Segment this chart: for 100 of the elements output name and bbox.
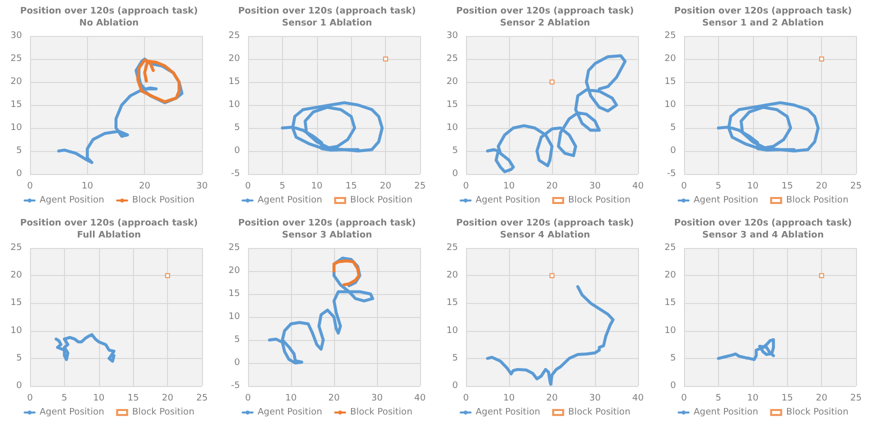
x-tick-label: 10	[93, 394, 105, 404]
x-tick-label: 5	[62, 394, 68, 404]
line-series	[716, 338, 775, 362]
y-tick-label: 30	[446, 31, 458, 41]
y-tick-label: 10	[446, 326, 458, 336]
y-tick-label: 0	[452, 381, 458, 391]
x-tick-label: 20	[328, 394, 340, 404]
y-tick-label: 5	[16, 146, 22, 156]
legend-label: Block Position	[350, 408, 412, 418]
y-tick-label: -5	[231, 381, 240, 391]
y-tick-label: 25	[664, 243, 676, 253]
y-tick-label: 15	[10, 298, 22, 308]
y-tick-label: 5	[452, 146, 458, 156]
y-tick-label: 15	[664, 77, 676, 87]
x-tick-label: 40	[632, 394, 644, 404]
line-series	[54, 333, 116, 363]
y-tick-label: 15	[664, 298, 676, 308]
chart-title: Position over 120s (approach task)	[456, 6, 634, 16]
y-tick-label: 25	[446, 54, 458, 64]
legend-label: Agent Position	[476, 196, 540, 206]
y-tick-label: 30	[10, 31, 22, 41]
legend-label: Agent Position	[694, 196, 758, 206]
x-tick-label: 30	[589, 182, 601, 192]
x-tick-label: 10	[747, 182, 759, 192]
y-tick-label: 15	[228, 77, 240, 87]
legend-label: Block Position	[786, 196, 848, 206]
legend-label: Block Position	[568, 408, 630, 418]
legend-label: Block Position	[786, 408, 848, 418]
line-series	[280, 101, 384, 152]
x-tick-label: 20	[138, 182, 151, 192]
y-tick-label: 20	[228, 266, 240, 276]
legend-label: Block Position	[350, 196, 412, 206]
x-tick-label: 0	[245, 394, 252, 404]
y-tick-label: 0	[16, 169, 22, 179]
legend-label: Agent Position	[40, 408, 104, 418]
x-tick-label: 0	[463, 182, 470, 192]
y-tick-label: 0	[670, 381, 676, 391]
x-tick-label: 10	[503, 394, 515, 404]
line-series	[332, 259, 360, 286]
line-series	[136, 58, 181, 104]
y-tick-label: 20	[664, 54, 676, 64]
chart-title: Position over 120s (approach task)	[238, 218, 416, 228]
chart-subtitle: Sensor 4 Ablation	[500, 230, 590, 240]
x-tick-label: 0	[245, 182, 252, 192]
line-series	[268, 256, 374, 364]
chart-subtitle: No Ablation	[79, 18, 139, 28]
x-tick-label: 10	[503, 182, 515, 192]
chart-subtitle: Sensor 1 Ablation	[282, 18, 372, 28]
y-tick-label: 10	[446, 123, 458, 133]
x-tick-label: 25	[414, 182, 426, 192]
chart-subtitle: Full Ablation	[77, 230, 141, 240]
y-tick-label: 15	[228, 289, 240, 299]
y-tick-label: 15	[446, 298, 458, 308]
legend-label: Block Position	[132, 196, 194, 206]
x-tick-label: 20	[162, 394, 174, 404]
chart-title: Position over 120s (approach task)	[20, 218, 198, 228]
x-tick-label: 0	[681, 394, 688, 404]
x-tick-label: 10	[82, 182, 94, 192]
x-tick-label: 40	[632, 182, 644, 192]
line-series	[486, 54, 627, 174]
y-tick-label: 15	[10, 100, 22, 110]
y-tick-label: 5	[16, 353, 22, 364]
x-tick-label: 10	[747, 394, 759, 404]
y-tick-label: 20	[10, 77, 22, 87]
y-tick-label: 10	[10, 123, 22, 133]
y-tick-label: 20	[446, 270, 458, 281]
x-tick-label: 0	[463, 394, 470, 404]
x-tick-label: 15	[781, 394, 793, 404]
legend-label: Block Position	[568, 196, 630, 206]
x-tick-label: 20	[816, 394, 828, 404]
y-tick-label: 20	[10, 270, 22, 281]
legend-label: Agent Position	[258, 196, 322, 206]
chart-subtitle: Sensor 2 Ablation	[500, 18, 590, 28]
chart-title: Position over 120s (approach task)	[674, 218, 852, 228]
x-tick-label: 10	[311, 182, 323, 192]
x-tick-label: 0	[27, 394, 34, 404]
y-tick-label: 5	[234, 123, 240, 133]
x-tick-label: 15	[345, 182, 357, 192]
legend-label: Agent Position	[476, 408, 540, 418]
y-tick-label: -5	[667, 169, 676, 179]
x-tick-label: 20	[816, 182, 828, 192]
y-tick-label: 20	[446, 77, 458, 87]
y-tick-label: 5	[670, 123, 676, 133]
x-tick-label: 15	[781, 182, 793, 192]
x-tick-label: 20	[546, 182, 558, 192]
y-tick-label: 20	[228, 54, 240, 64]
x-tick-label: 30	[589, 394, 601, 404]
y-tick-label: 0	[234, 358, 240, 368]
y-tick-label: 25	[10, 243, 22, 253]
chart-subtitle: Sensor 1 and 2 Ablation	[702, 18, 824, 28]
x-tick-label: 20	[380, 182, 392, 192]
y-tick-label: 10	[664, 326, 676, 336]
y-tick-label: 25	[10, 54, 22, 64]
x-tick-label: 30	[196, 182, 208, 192]
y-tick-label: -5	[231, 169, 240, 179]
x-tick-label: 25	[196, 394, 208, 404]
chart-title: Position over 120s (approach task)	[238, 6, 416, 16]
legend-label: Block Position	[132, 408, 194, 418]
legend-label: Agent Position	[40, 196, 104, 206]
x-tick-label: 15	[127, 394, 139, 404]
